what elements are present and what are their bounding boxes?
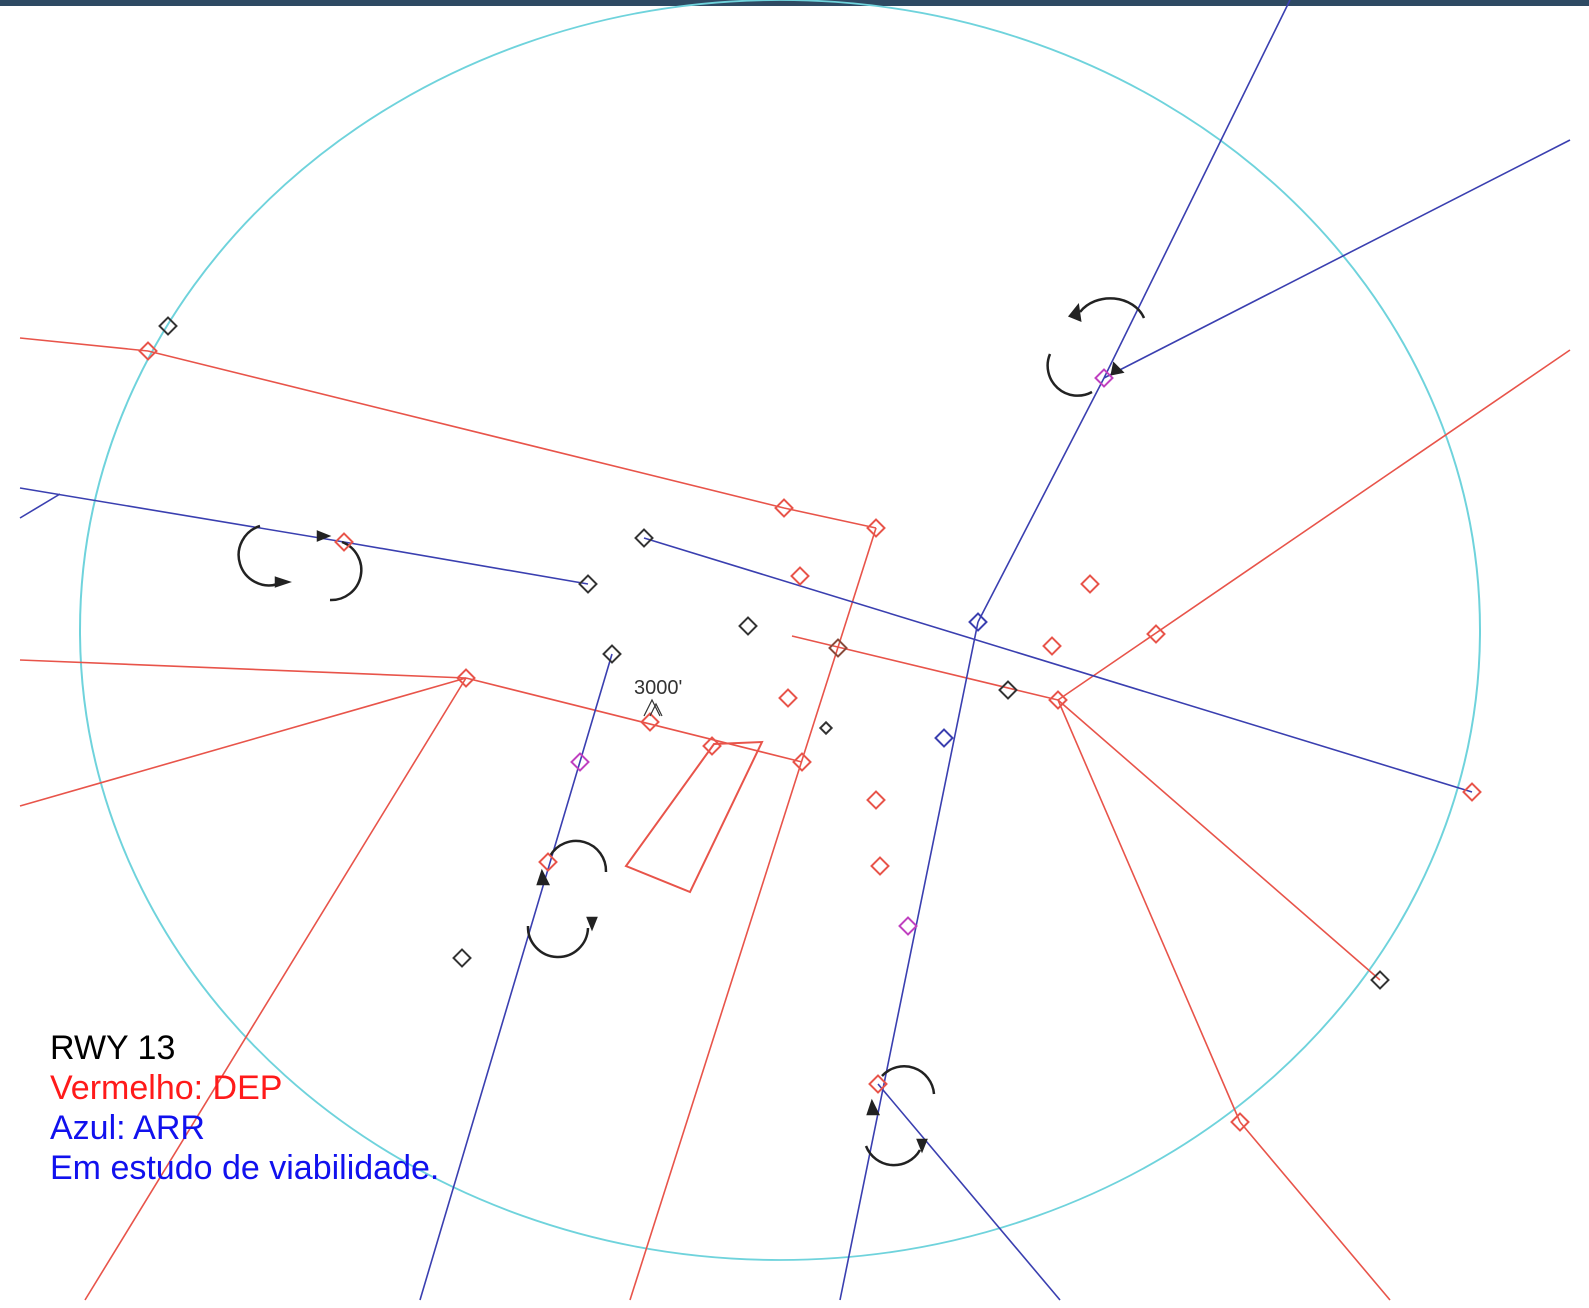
waypoint-marker: [1042, 636, 1062, 656]
waypoint-marker: [702, 736, 722, 756]
waypoint-marker: [968, 612, 988, 632]
dep-route-segment: [1239, 1121, 1391, 1301]
waypoint-marker: [868, 1074, 888, 1094]
arr-route-segment: [1103, 139, 1571, 379]
dep-route-segment: [1057, 699, 1241, 1123]
dep-route-segment: [19, 659, 467, 679]
arr-route-segment: [1103, 0, 1291, 379]
holding-pattern-northeast: [1046, 297, 1146, 397]
waypoint-marker: [578, 574, 598, 594]
waypoint-marker: [828, 638, 848, 658]
dep-route-segment: [147, 350, 785, 509]
dep-route-segment: [1057, 699, 1381, 981]
altitude-restriction-icon: [643, 698, 663, 717]
arr-route-segment: [19, 487, 345, 543]
arr-route-segment: [343, 541, 589, 585]
waypoint-marker: [640, 712, 660, 732]
waypoint-marker: [538, 852, 558, 872]
dep-route-segment: [783, 507, 877, 529]
waypoint-marker: [866, 790, 886, 810]
holding-pattern-west: [237, 524, 363, 602]
waypoint-marker: [570, 752, 590, 772]
dep-route-segment: [465, 677, 803, 763]
waypoint-marker: [738, 616, 758, 636]
dep-route-segment: [19, 337, 149, 352]
altitude-restriction-label: 3000': [634, 677, 682, 699]
arrival-routes: [19, 0, 1571, 1301]
waypoint-marker: [1462, 782, 1482, 802]
legend-note: Em estudo de viabilidade.: [50, 1149, 440, 1187]
waypoint-marker: [866, 518, 886, 538]
waypoint-marker: [818, 720, 834, 736]
dep-route-segment: [1057, 349, 1571, 701]
waypoint-marker: [1230, 1112, 1250, 1132]
waypoint-marker: [634, 528, 654, 548]
waypoint-marker: [1048, 690, 1068, 710]
holding-pattern-south: [526, 839, 608, 959]
arr-route-segment: [419, 653, 613, 1301]
waypoint-marker: [1094, 368, 1114, 388]
waypoint-marker: [934, 728, 954, 748]
waypoint-marker: [778, 688, 798, 708]
waypoint-marker: [602, 644, 622, 664]
arr-route-segment: [643, 537, 1473, 793]
waypoint-marker: [1146, 624, 1166, 644]
dep-route-segment: [84, 677, 467, 1301]
dep-route-segment: [791, 635, 1059, 701]
legend: RWY 13 Vermelho: DEP Azul: ARR Em estudo…: [50, 1028, 439, 1188]
waypoint-marker: [792, 752, 812, 772]
arr-route-segment: [839, 621, 979, 1301]
departure-routes: [19, 337, 1571, 1301]
waypoint-marker: [790, 566, 810, 586]
waypoint-marker: [1080, 574, 1100, 594]
waypoint-marker: [774, 498, 794, 518]
arr-route-segment: [977, 377, 1105, 623]
arr-route-segment: [19, 493, 61, 519]
waypoint-marker: [1370, 970, 1390, 990]
arr-route-segment: [877, 1083, 1061, 1301]
terminal-area-circle: [79, 0, 1481, 1261]
holding-patterns: [237, 297, 1146, 1167]
top-border: [0, 0, 1589, 6]
waypoint-marker: [334, 532, 354, 552]
holding-pattern-southeast: [864, 1065, 936, 1167]
waypoint-marker: [998, 680, 1018, 700]
waypoint-marker: [898, 916, 918, 936]
legend-runway: RWY 13: [50, 1029, 176, 1067]
dep-route-segment: [19, 677, 467, 807]
dep-route-segment: [629, 527, 877, 1301]
runway-13-outline: [624, 740, 764, 894]
waypoints: [138, 316, 1482, 1132]
legend-departure: Vermelho: DEP: [50, 1069, 283, 1107]
waypoint-marker: [456, 668, 476, 688]
waypoint-marker: [138, 341, 158, 361]
waypoint-marker: [452, 948, 472, 968]
waypoint-marker: [870, 856, 890, 876]
legend-arrival: Azul: ARR: [50, 1109, 205, 1147]
waypoint-marker: [158, 316, 178, 336]
